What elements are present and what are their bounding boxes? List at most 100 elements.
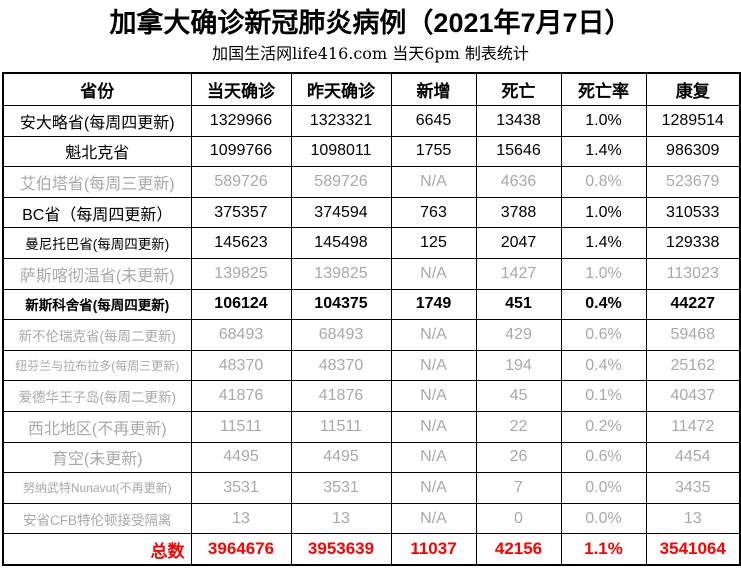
value-cell: 0.4%: [560, 288, 647, 321]
value-cell: 429: [475, 319, 562, 351]
province-label: 新斯科舍省(每周四更新): [2, 288, 192, 321]
value-cell: 0: [475, 502, 562, 535]
value-cell: 3541064: [645, 533, 741, 566]
table-row: 魁北克省 1099766 1098011 1755 15646 1.4% 986309: [2, 135, 741, 168]
value-cell: 1755: [390, 135, 477, 168]
value-cell: 374594: [290, 196, 392, 229]
value-cell: 139825: [290, 257, 392, 290]
value-cell: N/A: [390, 502, 477, 535]
value-cell: 194: [475, 349, 562, 382]
province-label: 纽芬兰与拉布拉多(每周三更新): [2, 349, 192, 382]
value-cell: 104375: [290, 288, 392, 321]
table-row: 曼尼托巴省(每周四更新) 145623 145498 125 2047 1.4% 12933…: [2, 227, 741, 259]
value-cell: 106124: [190, 288, 292, 321]
value-cell: 40437: [645, 380, 741, 412]
province-label: 西北地区(不再更新): [2, 410, 192, 443]
value-cell: 13: [290, 502, 392, 535]
value-cell: 13438: [475, 105, 562, 137]
value-cell: 1749: [390, 288, 477, 321]
value-cell: 1329966: [190, 105, 292, 137]
value-cell: 15646: [475, 135, 562, 168]
table-body: 安大略省(每周四更新) 1329966 1323321 6645 13438 1.0% 12…: [2, 105, 741, 566]
province-label: 艾伯塔省(每周三更新): [2, 166, 192, 198]
value-cell: 11037: [390, 533, 477, 566]
value-cell: 451: [475, 288, 562, 321]
value-cell: 4495: [190, 441, 292, 474]
province-label: BC省（每周四更新）: [2, 196, 192, 229]
value-cell: 0.1%: [560, 380, 647, 412]
value-cell: 125: [390, 227, 477, 259]
value-cell: 48370: [290, 349, 392, 382]
table-row: 艾伯塔省(每周三更新) 589726 589726 N/A 4636 0.8% 523679: [2, 166, 741, 198]
value-cell: N/A: [390, 257, 477, 290]
value-cell: 523679: [645, 166, 741, 198]
value-cell: 986309: [645, 135, 741, 168]
value-cell: 3964676: [190, 533, 292, 566]
value-cell: 0.2%: [560, 410, 647, 443]
value-cell: 1427: [475, 257, 562, 290]
value-cell: 13: [645, 502, 741, 535]
province-label: 努纳武特Nunavut(不再更新): [2, 472, 192, 504]
column-header: 新增: [390, 72, 477, 106]
value-cell: 42156: [475, 533, 562, 566]
value-cell: 11511: [190, 410, 292, 443]
value-cell: N/A: [390, 166, 477, 198]
page-title: 加拿大确诊新冠肺炎病例（2021年7月7日）: [109, 8, 632, 38]
value-cell: 1.0%: [560, 257, 647, 290]
value-cell: 310533: [645, 196, 741, 229]
value-cell: 1.4%: [560, 135, 647, 168]
table-row: 新不伦瑞克省(每周二更新) 68493 68493 N/A 429 0.6% 59468: [2, 319, 741, 351]
column-header: 省份: [2, 72, 192, 106]
value-cell: 0.6%: [560, 319, 647, 351]
value-cell: 3953639: [290, 533, 392, 566]
province-label: 萨斯喀彻温省(未更新): [2, 257, 192, 290]
value-cell: N/A: [390, 472, 477, 504]
value-cell: 6645: [390, 105, 477, 137]
value-cell: 26: [475, 441, 562, 474]
value-cell: 145498: [290, 227, 392, 259]
province-label: 安省CFB特伦顿接受隔离: [2, 502, 192, 535]
value-cell: 41876: [290, 380, 392, 412]
value-cell: 763: [390, 196, 477, 229]
value-cell: 11511: [290, 410, 392, 443]
table-row: 萨斯喀彻温省(未更新) 139825 139825 N/A 1427 1.0% 113023: [2, 257, 741, 290]
value-cell: 3531: [190, 472, 292, 504]
value-cell: 7: [475, 472, 562, 504]
table-row: 安省CFB特伦顿接受隔离 13 13 N/A 0 0.0% 13: [2, 502, 741, 535]
page-subtitle: 加国生活网life416.com 当天6pm 制表统计: [212, 44, 529, 63]
value-cell: 1098011: [290, 135, 392, 168]
value-cell: 25162: [645, 349, 741, 382]
value-cell: 3788: [475, 196, 562, 229]
column-header: 死亡率: [560, 72, 647, 106]
table-row: 西北地区(不再更新) 11511 11511 N/A 22 0.2% 11472: [2, 410, 741, 443]
table-row: 安大略省(每周四更新) 1329966 1323321 6645 13438 1.0% 12…: [2, 105, 741, 137]
table-row: 努纳武特Nunavut(不再更新) 3531 3531 N/A 7 0.0% 3435: [2, 472, 741, 504]
value-cell: 0.8%: [560, 166, 647, 198]
value-cell: 11472: [645, 410, 741, 443]
province-label: 总数: [2, 533, 192, 566]
value-cell: 113023: [645, 257, 741, 290]
value-cell: 589726: [190, 166, 292, 198]
value-cell: 145623: [190, 227, 292, 259]
value-cell: 139825: [190, 257, 292, 290]
value-cell: 4495: [290, 441, 392, 474]
value-cell: N/A: [390, 380, 477, 412]
value-cell: 589726: [290, 166, 392, 198]
table-row: 育空(未更新) 4495 4495 N/A 26 0.6% 4454: [2, 441, 741, 474]
province-label: 安大略省(每周四更新): [2, 105, 192, 137]
value-cell: 41876: [190, 380, 292, 412]
value-cell: 3435: [645, 472, 741, 504]
value-cell: 3531: [290, 472, 392, 504]
value-cell: 1.1%: [560, 533, 647, 566]
value-cell: 1.0%: [560, 105, 647, 137]
value-cell: 0.0%: [560, 472, 647, 504]
value-cell: 1.0%: [560, 196, 647, 229]
value-cell: 1099766: [190, 135, 292, 168]
table-row: 爱德华王子岛(每周二更新) 41876 41876 N/A 45 0.1% 40437: [2, 380, 741, 412]
value-cell: 59468: [645, 319, 741, 351]
column-header: 当天确诊: [190, 72, 292, 106]
value-cell: 4636: [475, 166, 562, 198]
value-cell: 129338: [645, 227, 741, 259]
value-cell: N/A: [390, 349, 477, 382]
